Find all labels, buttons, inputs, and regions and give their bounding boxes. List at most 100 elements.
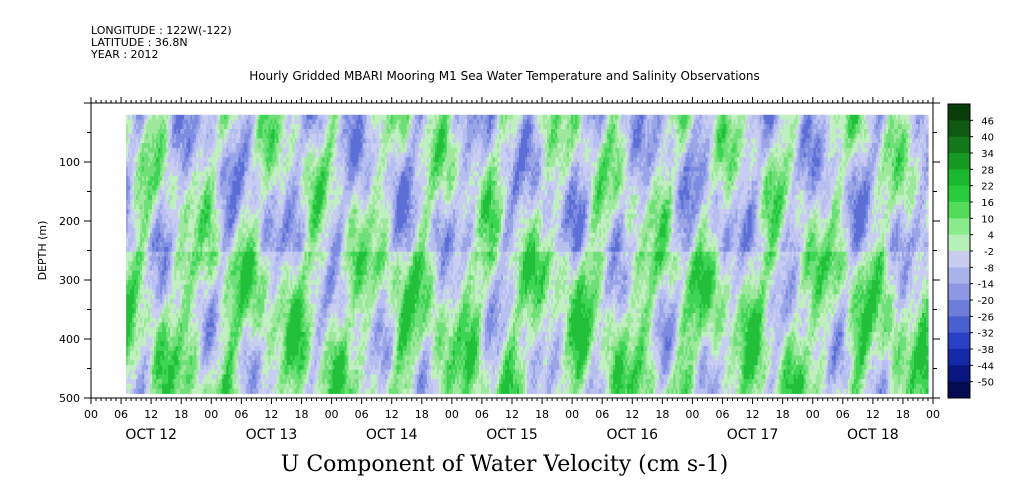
heatmap-cell [236,313,239,319]
heatmap-cell [174,336,177,342]
heatmap-cell [156,209,159,215]
heatmap-cell [176,303,179,309]
heatmap-cell [210,303,213,309]
heatmap-cell [164,289,167,295]
heatmap-cell [206,331,209,338]
heatmap-cell [212,298,215,305]
heatmap-cell [190,313,193,319]
heatmap-cell [200,114,203,121]
heatmap-cell [234,166,237,172]
heatmap-cell [174,383,177,390]
heatmap-cell [194,298,197,305]
heatmap-cell [166,218,169,224]
heatmap-cell [208,171,211,177]
heatmap-cell [244,256,247,262]
heatmap-cell [226,322,229,328]
heatmap-cell [144,322,147,328]
heatmap-cell [166,360,169,366]
heatmap-cell [134,129,137,135]
heatmap-cell [128,294,131,300]
heatmap-cell [150,265,153,272]
heatmap-cell [178,308,181,314]
heatmap-cell [192,388,195,394]
heatmap-cell [246,341,249,347]
heatmap-cell [132,247,135,253]
heatmap-cell [128,355,131,361]
heatmap-cell [134,360,137,366]
heatmap-cell [188,195,191,201]
heatmap-cell [226,213,229,220]
heatmap-cell [168,369,171,375]
heatmap-cell [178,369,181,375]
heatmap-cell [220,280,223,286]
heatmap-cell [228,275,231,281]
heatmap-cell [194,303,197,309]
heatmap-cell [152,336,155,342]
heatmap-cell [180,379,183,385]
heatmap-cell [248,166,251,172]
heatmap-cell [170,124,173,130]
heatmap-cell [234,209,237,215]
heatmap-cell [186,218,189,224]
heatmap-cell [184,157,187,163]
heatmap-cell [230,133,233,139]
heatmap-cell [198,166,201,172]
heatmap-cell [184,388,187,394]
heatmap-cell [140,124,143,130]
heatmap-cell [214,289,217,295]
heatmap-cell [168,247,171,253]
heatmap-cell [136,166,139,172]
heatmap-cell [158,322,161,328]
heatmap-cell [126,284,129,290]
heatmap-cell [180,180,183,187]
heatmap-cell [180,242,183,248]
heatmap-cell [212,114,215,121]
heatmap-cell [224,322,227,328]
heatmap-cell [138,218,141,224]
heatmap-cell [232,275,235,281]
heatmap-cell [150,176,153,182]
heatmap-cell [230,289,233,295]
heatmap-cell [132,152,135,158]
heatmap-cell [182,294,185,300]
heatmap-cell [172,388,175,394]
heatmap-cell [184,284,187,290]
heatmap-cell [220,265,223,272]
heatmap-cell [170,350,173,357]
heatmap-cell [146,298,149,305]
heatmap-cell [128,350,131,357]
heatmap-cell [236,237,239,243]
heatmap-cell [178,265,181,272]
heatmap-cell [204,124,207,130]
heatmap-cell [240,190,243,196]
heatmap-cell [228,129,231,135]
heatmap-cell [166,209,169,215]
heatmap-cell [192,162,195,168]
heatmap-cell [182,284,185,290]
heatmap-cell [244,129,247,135]
heatmap-cell [176,204,179,210]
heatmap-cell [216,341,219,347]
heatmap-cell [178,350,181,357]
heatmap-cell [218,143,221,149]
heatmap-cell [162,176,165,182]
heatmap-cell [160,289,163,295]
heatmap-cell [176,138,179,144]
heatmap-cell [188,152,191,158]
heatmap-cell [178,256,181,262]
heatmap-cell [230,138,233,144]
heatmap-cell [132,280,135,286]
heatmap-cell [192,185,195,191]
heatmap-cell [238,199,241,206]
heatmap-cell [136,228,139,234]
heatmap-cell [168,213,171,220]
heatmap-cell [238,331,241,338]
heatmap-cell [184,346,187,352]
heatmap-cell [138,388,141,394]
heatmap-cell [176,171,179,177]
heatmap-cell [250,218,253,224]
heatmap-cell [154,313,157,319]
heatmap-cell [214,223,217,229]
heatmap-cell [188,360,191,366]
heatmap-cell [178,322,181,328]
